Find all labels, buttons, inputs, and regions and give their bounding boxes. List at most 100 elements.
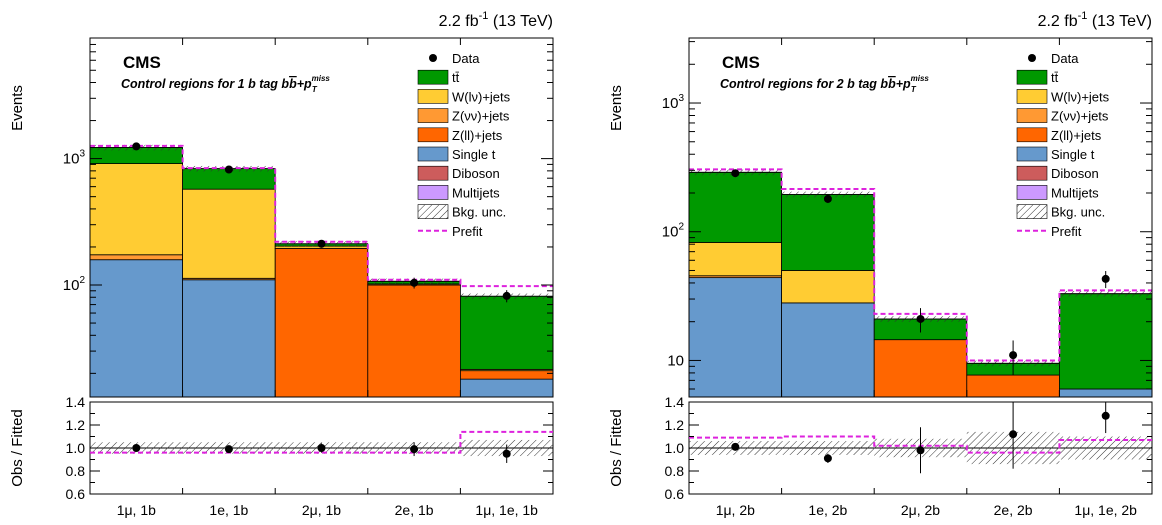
bar-Z(νν)+jets <box>89 254 183 261</box>
legend-swatch <box>417 185 449 200</box>
legend-label: Data <box>452 51 480 66</box>
legend-swatch-data <box>1028 54 1036 62</box>
x-category-label: 1μ, 1e, 1b <box>475 502 538 518</box>
bar-tt̄ <box>781 194 875 271</box>
legend-swatch-unc <box>417 204 449 219</box>
legend-label: Prefit <box>1051 224 1082 239</box>
ratio-point <box>1101 411 1110 420</box>
y-tick-base: 10 <box>63 277 80 294</box>
legend-swatch <box>1016 89 1048 104</box>
control-region-subtitle: Control regions for 1 b tag bb+pmiss T <box>121 74 330 94</box>
legend-label: Single t <box>1051 147 1095 162</box>
legend-label: Z(νν)+jets <box>1051 109 1109 124</box>
legend-swatch <box>1016 146 1048 162</box>
lumi-exp: -1 <box>479 10 489 22</box>
x-category-label: 2e, 2b <box>994 502 1033 518</box>
bar-W(lν)+jets <box>781 270 875 304</box>
bar-W(lν)+jets <box>688 242 782 277</box>
bar-Z(ll)+jets <box>873 339 968 398</box>
bar-Single t <box>182 279 276 398</box>
ratio-y-tick-label: 0.8 <box>66 463 86 479</box>
y-tick-base: 10 <box>667 352 684 369</box>
lumi-value: 2.2 fb <box>439 13 479 30</box>
legend-label: Bkg. unc. <box>452 205 506 220</box>
x-category-label: 2μ, 2b <box>901 502 940 518</box>
ratio-point <box>410 445 419 454</box>
cms-title: CMS <box>123 53 161 72</box>
x-category-label: 1μ, 2b <box>716 502 755 518</box>
legend-swatch-data <box>429 54 437 62</box>
data-point <box>224 165 233 174</box>
data-point <box>916 314 925 323</box>
y-tick-label: 102 <box>63 275 86 294</box>
y-tick-label: 103 <box>63 149 86 168</box>
cms-title: CMS <box>722 53 760 72</box>
ratio-y-tick-label: 0.6 <box>665 486 685 502</box>
bar-tt̄ <box>459 295 554 370</box>
legend-swatch <box>1016 185 1048 200</box>
data-point <box>731 169 740 178</box>
y-tick-exp: 3 <box>678 93 684 104</box>
legend-label: Multijets <box>1051 185 1099 200</box>
y-axis-label: Events <box>608 85 625 131</box>
x-category-label: 2e, 1b <box>395 502 434 518</box>
bar-Z(ll)+jets <box>459 370 554 380</box>
x-category-label: 2μ, 1b <box>302 502 341 518</box>
lumi-label: 2.2 fb-1 (13 TeV) <box>1038 10 1152 30</box>
panel-1b: 102 103 Events 2.2 fb-1 (13 TeV) CMS Control … <box>9 10 554 518</box>
y-tick-exp: 2 <box>678 222 684 233</box>
legend-label: Diboson <box>452 166 500 181</box>
ratio-point <box>916 446 925 455</box>
bar-Single t <box>688 277 782 398</box>
data-point <box>1101 274 1110 283</box>
ratio-point <box>224 445 233 454</box>
ratio-point <box>1009 430 1018 439</box>
legend-swatch <box>417 69 449 85</box>
legend-label: tt̄ <box>1051 70 1059 85</box>
ratio-unc-band <box>1059 436 1152 460</box>
subtitle-sub: T <box>911 85 917 94</box>
legend-label: Diboson <box>1051 166 1099 181</box>
legend-label: W(lν)+jets <box>452 89 511 104</box>
legend-swatch <box>1016 108 1048 123</box>
bar-Single t <box>459 378 554 398</box>
ratio-y-axis-label: Obs / Fitted <box>608 409 625 487</box>
prefit-line <box>689 168 1152 362</box>
legend-label: Z(νν)+jets <box>452 109 510 124</box>
bar-tt̄ <box>1059 293 1153 390</box>
bar-tt̄ <box>688 171 782 243</box>
legend-swatch <box>417 165 449 181</box>
legend-label: Bkg. unc. <box>1051 205 1105 220</box>
ratio-y-tick-label: 1.4 <box>665 394 685 410</box>
ratio-point <box>731 442 740 451</box>
bar-Single t <box>781 302 875 398</box>
legend-label: Data <box>1051 51 1079 66</box>
ratio-y-tick-label: 0.8 <box>665 463 685 479</box>
y-axis-label: Events <box>9 85 26 131</box>
data-point <box>317 239 326 248</box>
legend-swatch <box>1016 69 1048 85</box>
subtitle-text: Control regions for 2 b tag b <box>720 77 888 91</box>
subtitle-text: Control regions for 1 b tag b <box>121 77 289 91</box>
y-tick-label: 102 <box>662 222 685 241</box>
lumi-energy: (13 TeV) <box>488 13 553 30</box>
bar-W(lν)+jets <box>182 188 276 279</box>
lumi-exp: -1 <box>1078 10 1088 22</box>
subtitle-plus-pt: +p <box>297 77 312 91</box>
ratio-point <box>317 444 326 452</box>
main-plot-frame <box>89 37 554 398</box>
data-point <box>502 291 511 300</box>
legend-label: Single t <box>452 147 496 162</box>
ratio-point <box>823 454 832 463</box>
subtitle-sup: miss <box>911 74 930 83</box>
subtitle-sub: T <box>312 85 318 94</box>
subtitle-plus-pt: +p <box>896 77 911 91</box>
ratio-y-tick-label: 1.2 <box>665 417 685 433</box>
legend-label: Z(ll)+jets <box>1051 128 1102 143</box>
data-point <box>823 194 832 203</box>
prefit-line <box>90 144 553 288</box>
data-point <box>132 142 141 151</box>
ratio-y-tick-label: 0.6 <box>66 486 86 502</box>
